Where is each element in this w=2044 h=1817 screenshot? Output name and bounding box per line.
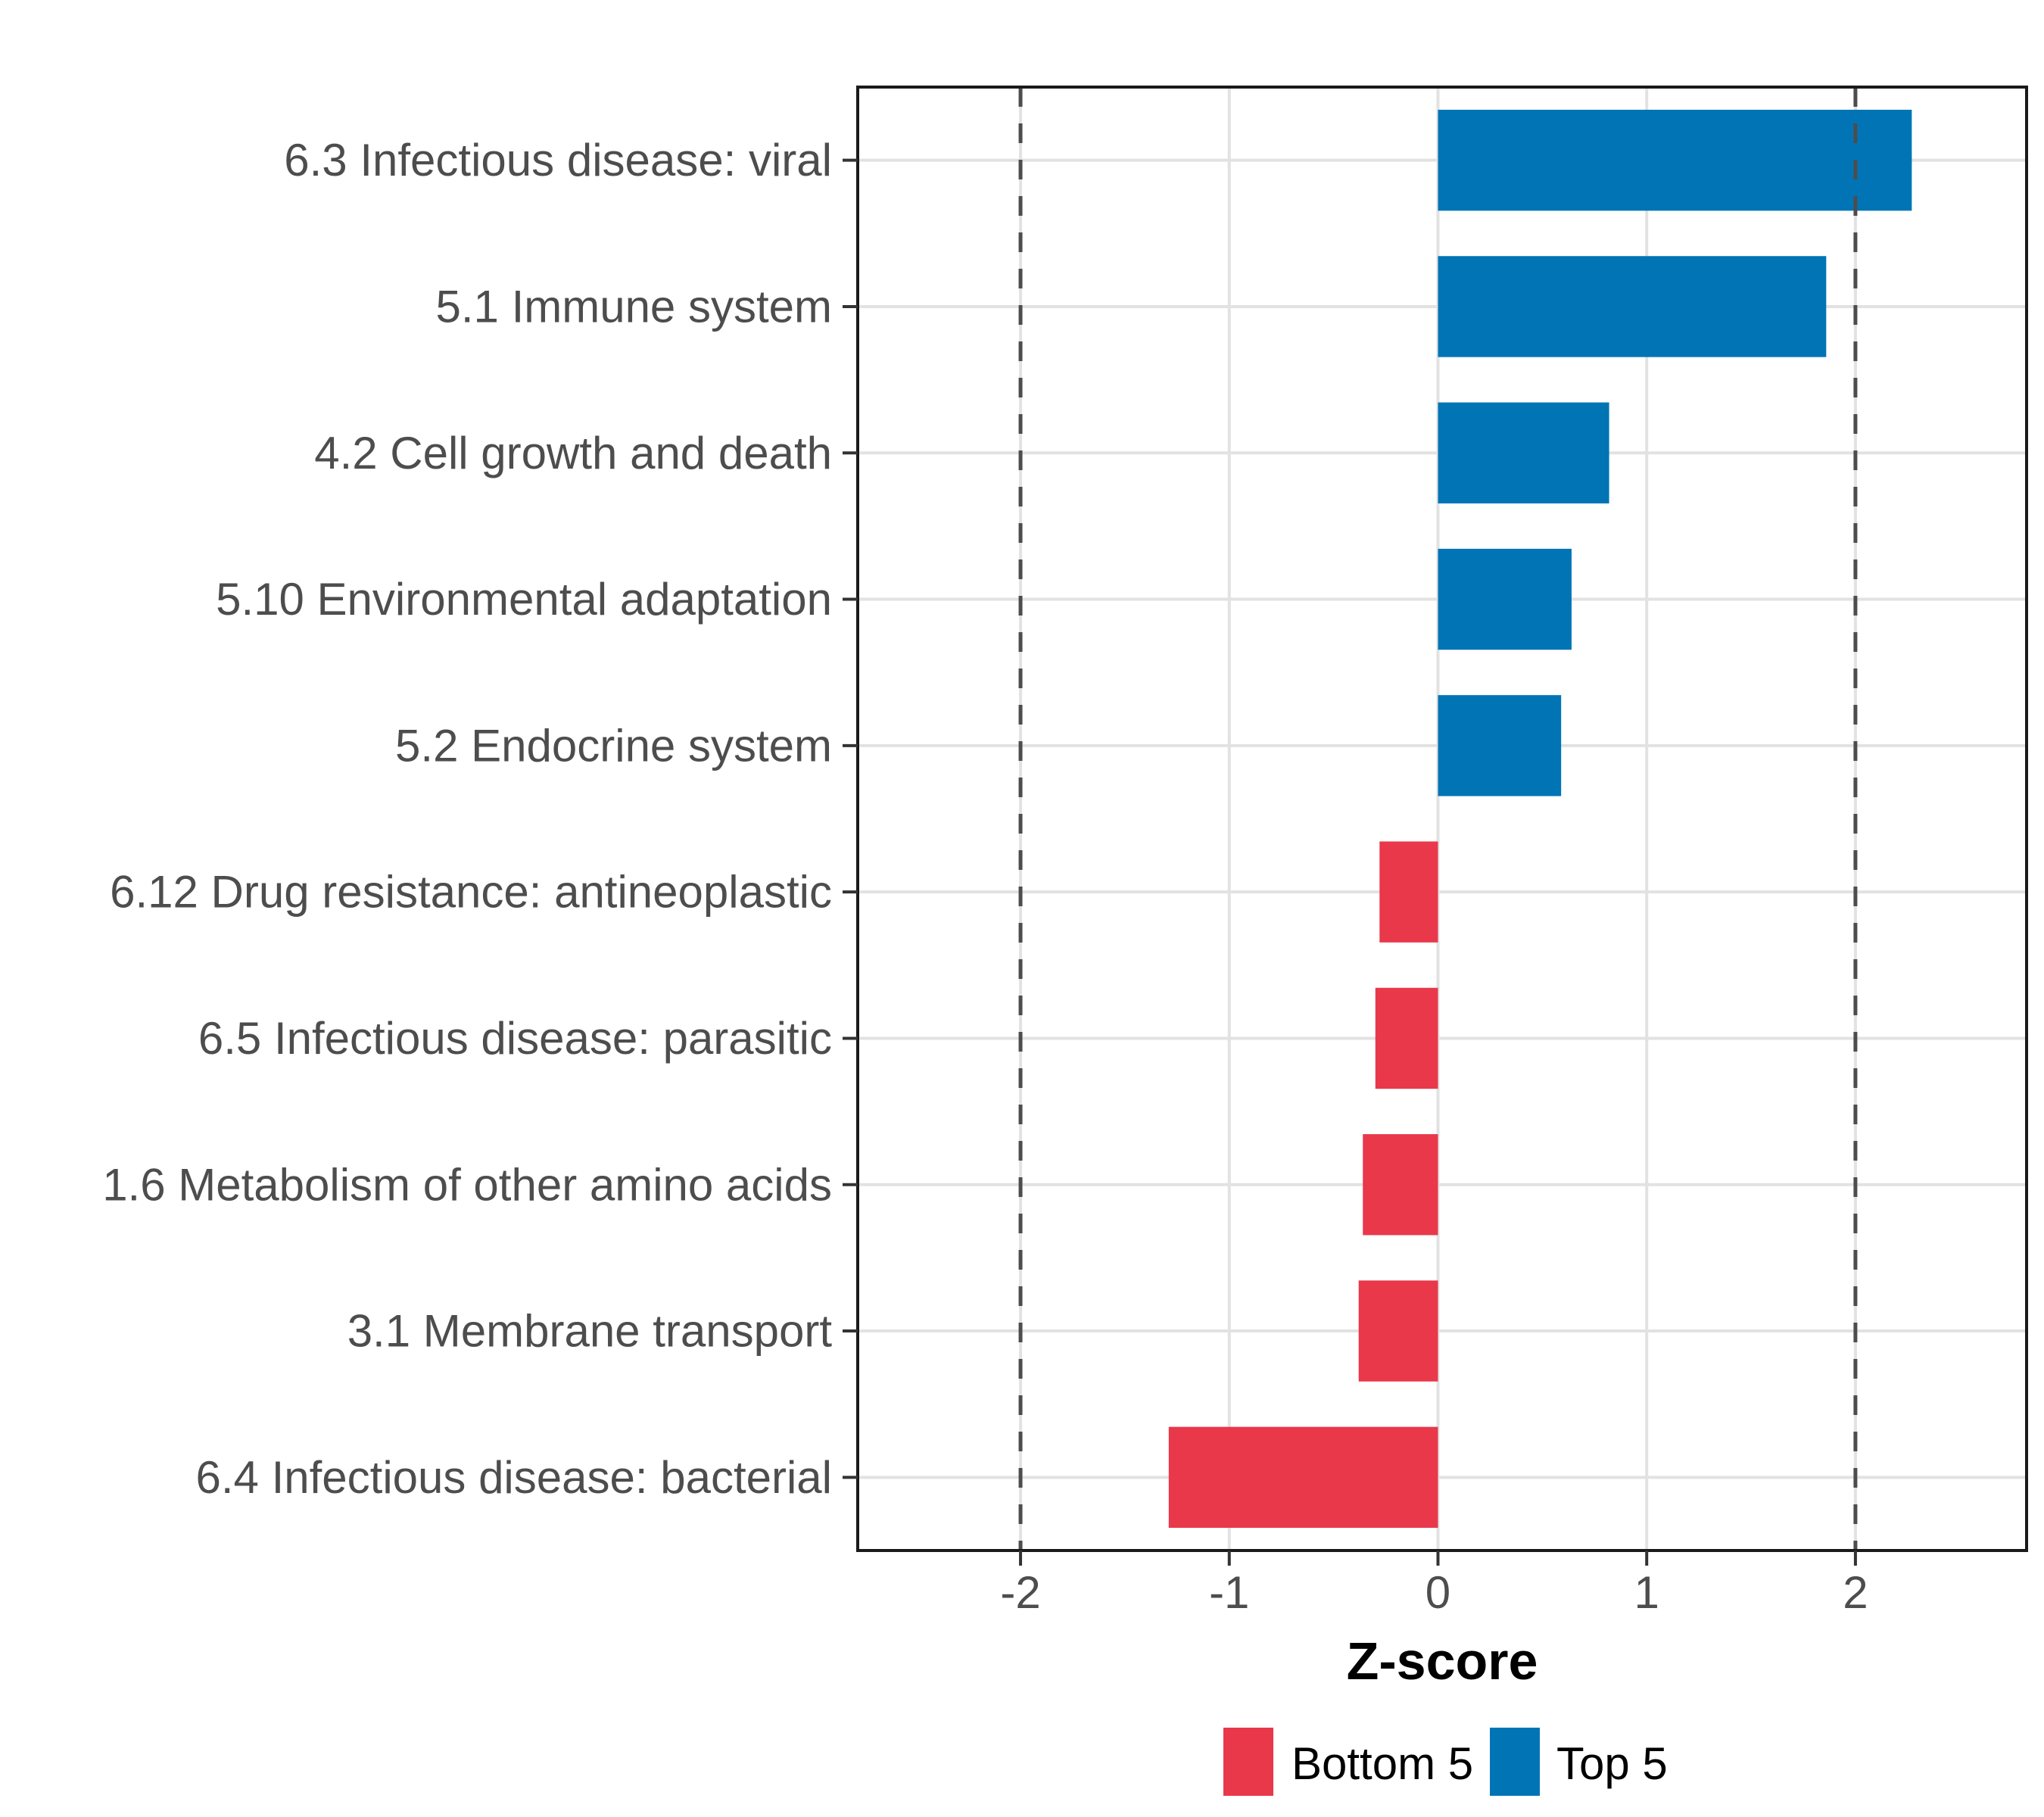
legend: Bottom 5 Top 5	[1223, 1728, 1668, 1796]
bar-6.3	[1438, 109, 1912, 211]
axes: -2 -1 0 1 2 6.3 Infectious disease: viral 5.1 …	[102, 135, 1868, 1618]
y-axis-label: 1.6 Metabolism of other amino acids	[102, 1159, 832, 1210]
legend-label-bottom5: Bottom 5	[1292, 1738, 1473, 1789]
bar-6.5	[1375, 987, 1438, 1089]
legend-swatch-bottom5	[1223, 1728, 1273, 1796]
y-axis-label: 5.10 Environmental adaptation	[216, 574, 832, 625]
legend-swatch-top5	[1490, 1728, 1540, 1796]
bar-5.2	[1438, 695, 1562, 796]
y-axis-label: 6.3 Infectious disease: viral	[284, 135, 832, 185]
bar-5.10	[1438, 548, 1572, 650]
x-tick-label: 2	[1843, 1567, 1868, 1618]
y-axis-label: 6.4 Infectious disease: bacterial	[196, 1452, 833, 1503]
panel-border	[856, 86, 2028, 1552]
reference-lines	[1018, 87, 1858, 1551]
bar-6.4	[1168, 1426, 1438, 1529]
bar-4.2	[1438, 402, 1609, 503]
bar-1.6	[1363, 1134, 1438, 1236]
y-axis-label: 5.1 Immune system	[435, 281, 832, 332]
y-axis-label: 5.2 Endocrine system	[395, 720, 832, 771]
y-axis-label: 6.12 Drug resistance: antineoplastic	[110, 867, 832, 918]
bars	[1168, 109, 1912, 1529]
x-tick-label: -1	[1209, 1567, 1249, 1618]
x-axis-title: Z-score	[1347, 1632, 1538, 1691]
x-tick-label: 0	[1426, 1567, 1450, 1618]
bar-6.12	[1379, 841, 1438, 943]
bar-5.1	[1438, 256, 1827, 357]
x-tick-label: 1	[1634, 1567, 1659, 1618]
y-axis-label: 6.5 Infectious disease: parasitic	[198, 1013, 832, 1064]
legend-label-top5: Top 5	[1556, 1738, 1668, 1789]
x-tick-label: -2	[1000, 1567, 1040, 1618]
bar-3.1	[1358, 1280, 1438, 1382]
y-axis-label: 3.1 Membrane transport	[347, 1306, 833, 1357]
y-axis-label: 4.2 Cell growth and death	[314, 428, 832, 478]
